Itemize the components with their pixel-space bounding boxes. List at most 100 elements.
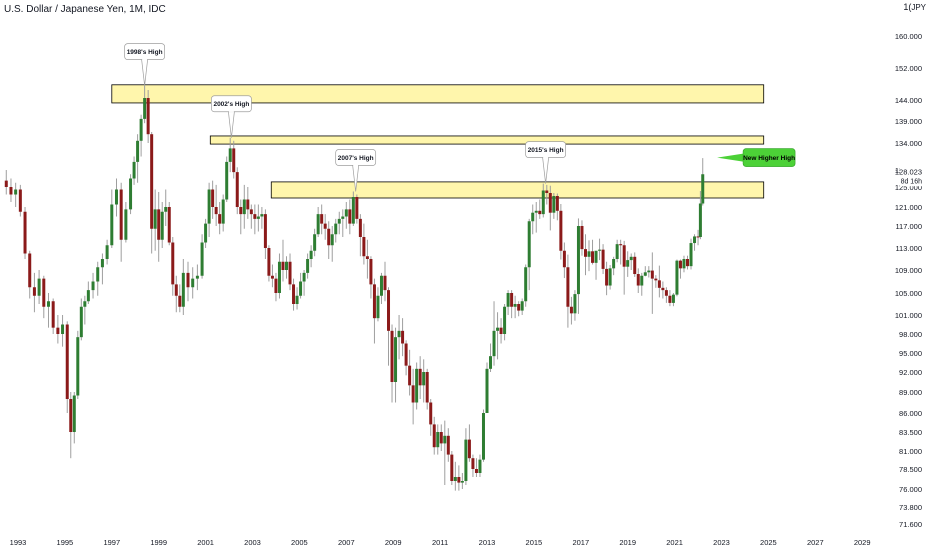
candle [221,194,225,232]
currency-code: JPY [911,3,926,12]
candle-body-down [446,435,450,455]
candle [671,293,675,307]
candle [181,259,185,315]
candle-body-up [376,295,380,319]
candle-body-down [56,327,60,334]
candle-body-down [150,134,154,229]
candle [299,272,303,299]
candle-body-up [344,209,348,217]
candle [460,473,464,489]
resistance-zone-1[interactable] [111,84,765,104]
candle-body-up [143,98,147,119]
candle-body-up [341,216,345,219]
callout-label: 2002's High [213,101,249,108]
candle [485,362,489,413]
candle [42,275,46,319]
callout-new-higher-high[interactable]: New Higher High [717,148,796,167]
candle [320,204,324,235]
resistance-zone-3[interactable] [270,181,765,199]
callout-1[interactable]: 1998's High [124,43,165,86]
candle [647,266,651,278]
candle-body-down [348,209,352,224]
candle-body-down [362,237,366,257]
y-axis[interactable]: 71.600 73.800 76.000 78.500 81.000 83.500 86.0… [895,32,932,529]
candle-body-up [309,250,313,259]
candle [685,255,689,270]
candle-body-up [91,281,95,291]
candle [541,183,545,218]
candle-body-up [552,196,556,213]
candle-body-up [415,368,419,403]
y-tick-label: 76.000 [899,485,922,494]
callout-label: New Higher High [743,155,795,162]
candle [344,202,348,229]
candle-body-up [524,267,528,302]
candle [654,275,658,288]
candle [256,204,260,232]
x-axis[interactable]: 1993 1995 1997 1999 2001 2003 2005 2007 2009 2011… [10,538,871,547]
candle-body-down [28,253,32,288]
candle-body-down [18,189,22,212]
candle-body-up [496,327,500,331]
candle-body-down [270,275,274,279]
candle-body-up [330,234,334,246]
candle-body-down [186,272,190,288]
candle-body-down [253,214,257,219]
candle [422,359,426,403]
candle-body-up [608,268,612,286]
currency-label: 1(JPY [903,2,926,12]
candle-body-down [510,293,514,307]
candle [605,261,609,296]
resistance-zone-2[interactable] [209,135,765,145]
candle [225,156,229,202]
candle [150,132,154,254]
candle [239,199,243,235]
candle [207,182,211,237]
candle-body-up [14,189,18,195]
callout-4[interactable]: 2015's High [525,141,566,184]
candle [281,239,285,282]
candle [260,207,264,229]
corner-label: 1( [903,2,912,12]
candle [415,362,419,410]
candle [351,191,355,226]
candle-body-up [379,275,383,296]
candle [139,114,143,157]
callout-3[interactable]: 2007's High [335,149,377,192]
candle-body-up [534,210,538,213]
candle-body-up [256,216,260,219]
candle-body-up [485,368,489,413]
candle-body-down [548,193,552,213]
candle [334,218,338,243]
callout-2[interactable]: 2002's High [211,95,252,138]
candle-body-down [174,284,178,296]
candle [626,251,630,277]
y-tick-label: 73.800 [899,503,922,512]
y-tick-label: 144.000 [895,96,922,105]
resistance-zones [111,84,765,199]
y-tick-label: 139.000 [895,117,922,126]
candle-body-up [72,395,76,432]
candle-body-up [302,272,306,282]
candle [636,268,640,293]
candle [418,356,422,399]
x-tick-label: 2023 [713,538,730,547]
candle-body-up [587,251,591,257]
candle-body-up [153,209,157,229]
x-tick-label: 2011 [432,538,448,547]
candle [489,343,493,372]
candle [348,199,352,235]
candle-body-down [65,324,69,399]
candle [124,202,128,243]
candle-body-down [42,278,46,307]
candle [200,234,204,279]
candle-body-up [242,199,246,215]
candle [235,167,239,215]
candle-body-up [204,223,208,243]
candle-body-up [164,207,168,212]
candle [562,242,566,279]
candle [404,340,408,376]
candle [492,301,496,366]
